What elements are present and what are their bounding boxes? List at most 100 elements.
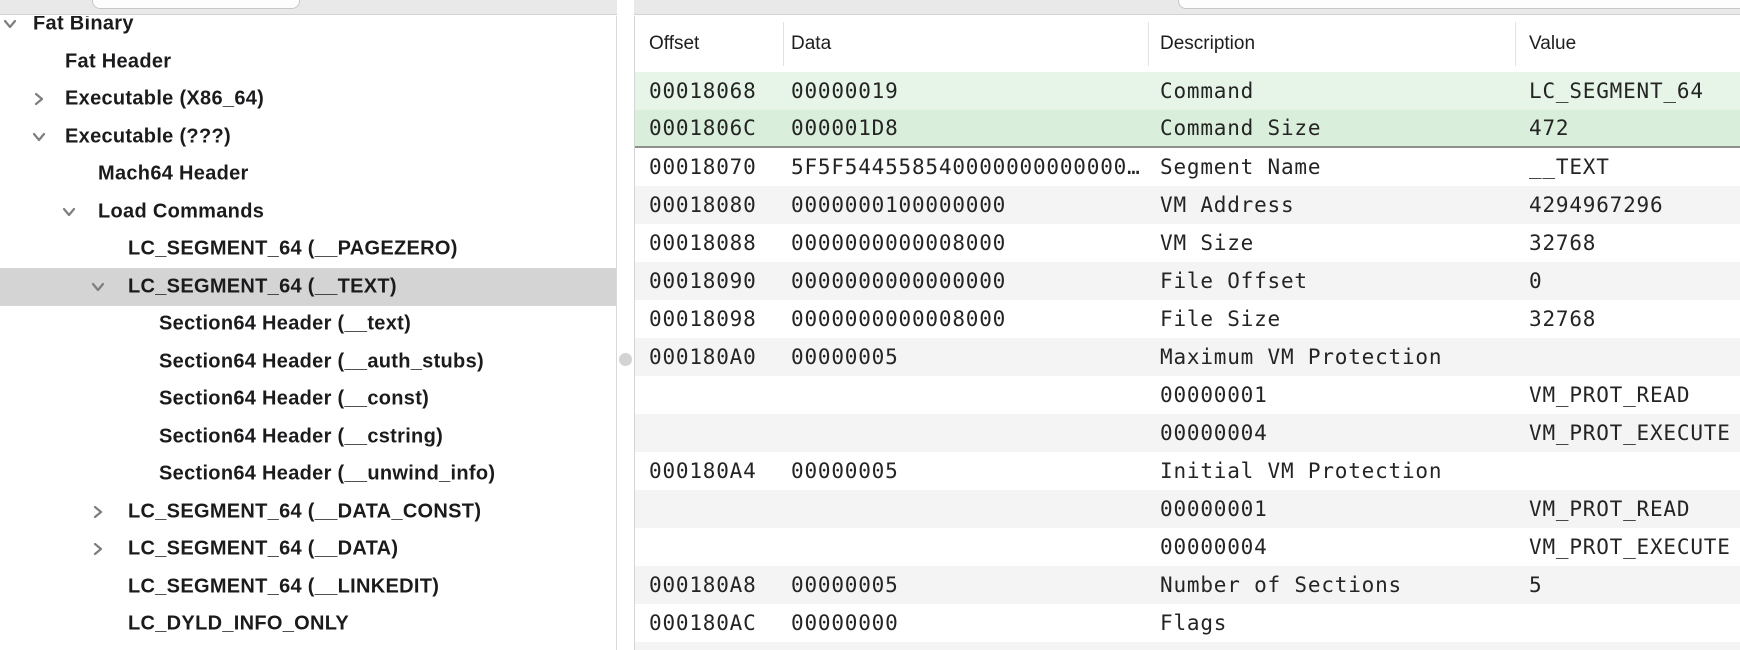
toolbar-strip	[0, 0, 1740, 15]
cell-value: 4294967296	[1529, 193, 1664, 217]
cell-data: 00000000	[791, 611, 899, 635]
column-header-offset[interactable]: Offset	[649, 33, 700, 54]
chevron-down-icon[interactable]	[90, 279, 106, 295]
detail-table: Offset Data Description Value 00018068 00000…	[634, 16, 1740, 650]
table-row[interactable]	[635, 642, 1740, 650]
table-row[interactable]: 00018080 0000000100000000 VM Address 429496…	[635, 186, 1740, 224]
table-row[interactable]: 000180A4 00000005 Initial VM Protection	[635, 452, 1740, 490]
tree-item-label: LC_SEGMENT_64 (__DATA)	[128, 537, 399, 560]
cell-offset: 0001806C	[649, 116, 757, 140]
cell-value: 32768	[1529, 231, 1597, 255]
table-row[interactable]: 00018088 0000000000008000 VM Size 32768	[635, 224, 1740, 262]
cell-value: 472	[1529, 116, 1570, 140]
cell-description: 00000001	[1160, 383, 1268, 407]
table-row[interactable]: 00000001 VM_PROT_READ	[635, 376, 1740, 414]
table-row[interactable]: 00018070 5F5F5445585400000000000000000000…	[635, 148, 1740, 186]
cell-value: 5	[1529, 573, 1543, 597]
tree-item-label: Section64 Header (__auth_stubs)	[159, 350, 484, 373]
chevron-down-icon[interactable]	[2, 16, 18, 32]
tree-item[interactable]: LC_SEGMENT_64 (__LINKEDIT)	[0, 568, 616, 606]
cell-offset: 00018068	[649, 79, 757, 103]
cell-data: 00000005	[791, 345, 899, 369]
tree-item[interactable]: Section64 Header (__text)	[0, 306, 616, 344]
tree-item-label: LC_SEGMENT_64 (__DATA_CONST)	[128, 500, 482, 523]
cell-data: 00000019	[791, 79, 899, 103]
tree-item[interactable]: Section64 Header (__auth_stubs)	[0, 343, 616, 381]
tree-item[interactable]: Executable (X86_64)	[0, 81, 616, 119]
table-row[interactable]: 000180A8 00000005 Number of Sections 5	[635, 566, 1740, 604]
table-row[interactable]: 0001806C 000001D8 Command Size 472	[635, 110, 1740, 148]
cell-description: Command	[1160, 79, 1255, 103]
tree-item[interactable]: LC_DYLD_INFO_ONLY	[0, 606, 616, 644]
tree-item-label: Executable (X86_64)	[65, 87, 265, 110]
chevron-right-icon[interactable]	[31, 91, 47, 107]
tree-item-label: Mach64 Header	[98, 162, 249, 185]
chevron-right-icon[interactable]	[90, 541, 106, 557]
sidebar-outline: Fat Binary Fat Header Executable (X86_64) E…	[0, 16, 617, 650]
tree-item[interactable]: Section64 Header (__unwind_info)	[0, 456, 616, 494]
tree-item-label: LC_SEGMENT_64 (__LINKEDIT)	[128, 575, 440, 598]
table-row[interactable]: 00018090 0000000000000000 File Offset 0	[635, 262, 1740, 300]
cell-description: Command Size	[1160, 116, 1322, 140]
table-row[interactable]: 000180A0 00000005 Maximum VM Protection	[635, 338, 1740, 376]
tree-item-label: LC_SEGMENT_64 (__TEXT)	[128, 275, 397, 298]
tree-item[interactable]: LC_SEGMENT_64 (__DATA_CONST)	[0, 493, 616, 531]
tree-item-label: Section64 Header (__unwind_info)	[159, 462, 496, 485]
cell-offset: 000180A4	[649, 459, 757, 483]
cell-offset: 000180AC	[649, 611, 757, 635]
column-header-value[interactable]: Value	[1515, 16, 1740, 72]
cell-description: File Size	[1160, 307, 1281, 331]
tree-item[interactable]: Executable (???)	[0, 118, 616, 156]
toolbar-field[interactable]	[1178, 0, 1740, 9]
cell-value: VM_PROT_READ	[1529, 497, 1691, 521]
cell-description: File Offset	[1160, 269, 1308, 293]
cell-offset: 000180A8	[649, 573, 757, 597]
table-row[interactable]: 00000004 VM_PROT_EXECUTE	[635, 414, 1740, 452]
column-header-data[interactable]: Data	[783, 16, 1148, 72]
table-row[interactable]: 00018098 0000000000008000 File Size 32768	[635, 300, 1740, 338]
tree-item-label: Section64 Header (__const)	[159, 387, 430, 410]
cell-data: 00000005	[791, 573, 899, 597]
column-header-description[interactable]: Description	[1148, 16, 1515, 72]
tree-item-label: Section64 Header (__text)	[159, 312, 412, 335]
table-header: Offset Data Description Value	[635, 16, 1740, 72]
chevron-down-icon[interactable]	[61, 204, 77, 220]
cell-data: 0000000000008000	[791, 231, 1007, 255]
tree-item[interactable]: LC_SEGMENT_64 (__TEXT)	[0, 268, 616, 306]
tree-item[interactable]: Fat Header	[0, 43, 616, 81]
table-row[interactable]: 00000004 VM_PROT_EXECUTE	[635, 528, 1740, 566]
tree-item-label: LC_DYLD_INFO_ONLY	[128, 612, 350, 635]
tree-item[interactable]: LC_SEGMENT_64 (__DATA)	[0, 531, 616, 569]
cell-description: Number of Sections	[1160, 573, 1402, 597]
cell-value: 32768	[1529, 307, 1597, 331]
cell-data: 0000000000008000	[791, 307, 1007, 331]
cell-value: VM_PROT_READ	[1529, 383, 1691, 407]
cell-description: VM Address	[1160, 193, 1295, 217]
splitter-handle[interactable]	[619, 353, 632, 366]
cell-value: VM_PROT_EXECUTE	[1529, 421, 1731, 445]
cell-value: VM_PROT_EXECUTE	[1529, 535, 1731, 559]
cell-data: 00000005	[791, 459, 899, 483]
tree-item[interactable]: Load Commands	[0, 193, 616, 231]
document-tab[interactable]	[92, 0, 300, 9]
tree-item[interactable]: LC_SEGMENT_64 (__PAGEZERO)	[0, 231, 616, 269]
tree-item[interactable]: Fat Binary	[0, 16, 616, 43]
chevron-right-icon[interactable]	[90, 504, 106, 520]
tree-item-label: Section64 Header (__cstring)	[159, 425, 444, 448]
table-row[interactable]: 00000001 VM_PROT_READ	[635, 490, 1740, 528]
cell-data: 5F5F5445585400000000000000000000	[791, 155, 1148, 179]
cell-offset: 00018080	[649, 193, 757, 217]
cell-offset: 00018088	[649, 231, 757, 255]
tree-item[interactable]: Section64 Header (__cstring)	[0, 418, 616, 456]
tree-item[interactable]: Mach64 Header	[0, 156, 616, 194]
table-row[interactable]: 000180AC 00000000 Flags	[635, 604, 1740, 642]
table-body: 00018068 00000019 Command LC_SEGMENT_64 0001…	[635, 72, 1740, 650]
cell-offset: 00018090	[649, 269, 757, 293]
table-row[interactable]: 00018068 00000019 Command LC_SEGMENT_64	[635, 72, 1740, 110]
chevron-down-icon[interactable]	[31, 129, 47, 145]
cell-value: 0	[1529, 269, 1543, 293]
cell-data: 0000000100000000	[791, 193, 1007, 217]
cell-description: Segment Name	[1160, 155, 1322, 179]
cell-data: 0000000000000000	[791, 269, 1007, 293]
tree-item[interactable]: Section64 Header (__const)	[0, 381, 616, 419]
